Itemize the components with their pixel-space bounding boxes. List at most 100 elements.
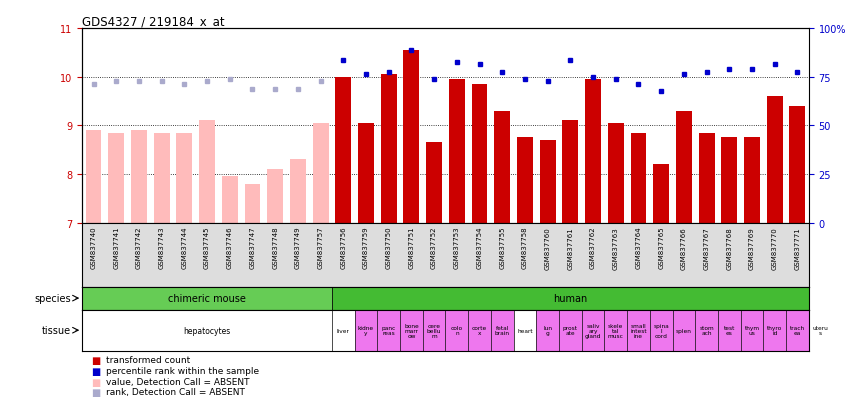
Bar: [426, 143, 442, 223]
Text: GSM837767: GSM837767: [703, 226, 709, 269]
Text: ■: ■: [91, 387, 100, 397]
Bar: [290, 160, 306, 223]
Text: GSM837758: GSM837758: [522, 226, 528, 269]
Bar: [764, 310, 786, 351]
Bar: [559, 310, 581, 351]
Bar: [332, 310, 355, 351]
Bar: [199, 121, 215, 223]
Bar: [377, 310, 400, 351]
Text: ■: ■: [91, 355, 100, 365]
Text: ■: ■: [91, 366, 100, 376]
Text: GSM837752: GSM837752: [431, 226, 437, 268]
Text: bone
marr
ow: bone marr ow: [404, 323, 419, 338]
Text: splen: splen: [676, 328, 692, 333]
Text: panc
reas: panc reas: [381, 325, 396, 335]
Bar: [766, 97, 783, 223]
Text: GSM837761: GSM837761: [567, 226, 573, 269]
Bar: [809, 310, 831, 351]
Text: GSM837750: GSM837750: [386, 226, 392, 269]
Text: species: species: [35, 293, 71, 304]
Text: GSM837759: GSM837759: [363, 226, 369, 269]
Text: ■: ■: [91, 377, 100, 387]
Bar: [154, 133, 170, 223]
Text: human: human: [554, 293, 587, 304]
Bar: [336, 78, 351, 223]
Text: GDS4327 / 219184_x_at: GDS4327 / 219184_x_at: [82, 15, 225, 28]
Text: GSM837754: GSM837754: [477, 226, 483, 268]
Text: saliv
ary
gland: saliv ary gland: [585, 323, 601, 338]
Text: fetal
brain: fetal brain: [495, 325, 509, 335]
Text: cere
bellu
m: cere bellu m: [426, 323, 441, 338]
Bar: [471, 85, 488, 223]
Text: small
intest
ine: small intest ine: [631, 323, 647, 338]
Text: GSM837770: GSM837770: [772, 226, 778, 269]
Bar: [582, 310, 605, 351]
Bar: [695, 310, 718, 351]
Text: GSM837760: GSM837760: [545, 226, 551, 269]
Text: prost
ate: prost ate: [563, 325, 578, 335]
Text: test
es: test es: [724, 325, 735, 335]
Text: tissue: tissue: [42, 325, 71, 335]
Text: GSM837745: GSM837745: [204, 226, 210, 268]
Text: thym
us: thym us: [745, 325, 759, 335]
Bar: [631, 133, 646, 223]
Text: GSM837764: GSM837764: [636, 226, 642, 269]
Bar: [718, 310, 740, 351]
Text: GSM837756: GSM837756: [340, 226, 346, 269]
Bar: [82, 310, 332, 351]
Bar: [108, 133, 125, 223]
Text: trach
ea: trach ea: [790, 325, 805, 335]
Text: GSM837740: GSM837740: [91, 226, 97, 269]
Bar: [82, 287, 332, 310]
Bar: [740, 310, 764, 351]
Bar: [267, 170, 283, 223]
Text: value, Detection Call = ABSENT: value, Detection Call = ABSENT: [106, 377, 250, 386]
Text: liver: liver: [336, 328, 349, 333]
Text: transformed count: transformed count: [106, 355, 190, 364]
Text: colo
n: colo n: [451, 325, 463, 335]
Bar: [627, 310, 650, 351]
Bar: [491, 310, 514, 351]
Bar: [445, 310, 468, 351]
Bar: [562, 121, 579, 223]
Text: chimeric mouse: chimeric mouse: [168, 293, 246, 304]
Bar: [790, 107, 805, 223]
Bar: [514, 310, 536, 351]
Text: GSM837743: GSM837743: [158, 226, 164, 269]
Text: GSM837755: GSM837755: [499, 226, 505, 268]
Text: hepatocytes: hepatocytes: [183, 326, 231, 335]
Bar: [245, 184, 260, 223]
Bar: [540, 140, 555, 223]
Bar: [131, 131, 147, 223]
Bar: [699, 133, 714, 223]
Bar: [381, 75, 397, 223]
Text: GSM837771: GSM837771: [794, 226, 800, 269]
Text: GSM837763: GSM837763: [612, 226, 618, 269]
Text: percentile rank within the sample: percentile rank within the sample: [106, 366, 260, 375]
Text: GSM837753: GSM837753: [454, 226, 460, 269]
Text: GSM837747: GSM837747: [249, 226, 255, 269]
Text: stom
ach: stom ach: [699, 325, 714, 335]
Text: heart: heart: [517, 328, 533, 333]
Text: GSM837757: GSM837757: [317, 226, 324, 269]
Bar: [608, 123, 624, 223]
Bar: [585, 80, 601, 223]
Text: corte
x: corte x: [472, 325, 487, 335]
Text: rank, Detection Call = ABSENT: rank, Detection Call = ABSENT: [106, 387, 246, 396]
Bar: [650, 310, 673, 351]
Bar: [449, 80, 465, 223]
Text: GSM837766: GSM837766: [681, 226, 687, 269]
Text: GSM837751: GSM837751: [408, 226, 414, 269]
Bar: [403, 51, 420, 223]
Bar: [176, 133, 192, 223]
Text: spina
l
cord: spina l cord: [653, 323, 669, 338]
Bar: [786, 310, 809, 351]
Bar: [423, 310, 445, 351]
Bar: [400, 310, 423, 351]
Bar: [653, 165, 670, 223]
Bar: [721, 138, 737, 223]
Text: skele
tal
musc: skele tal musc: [608, 323, 624, 338]
Bar: [358, 123, 374, 223]
Bar: [86, 131, 101, 223]
Bar: [332, 287, 809, 310]
